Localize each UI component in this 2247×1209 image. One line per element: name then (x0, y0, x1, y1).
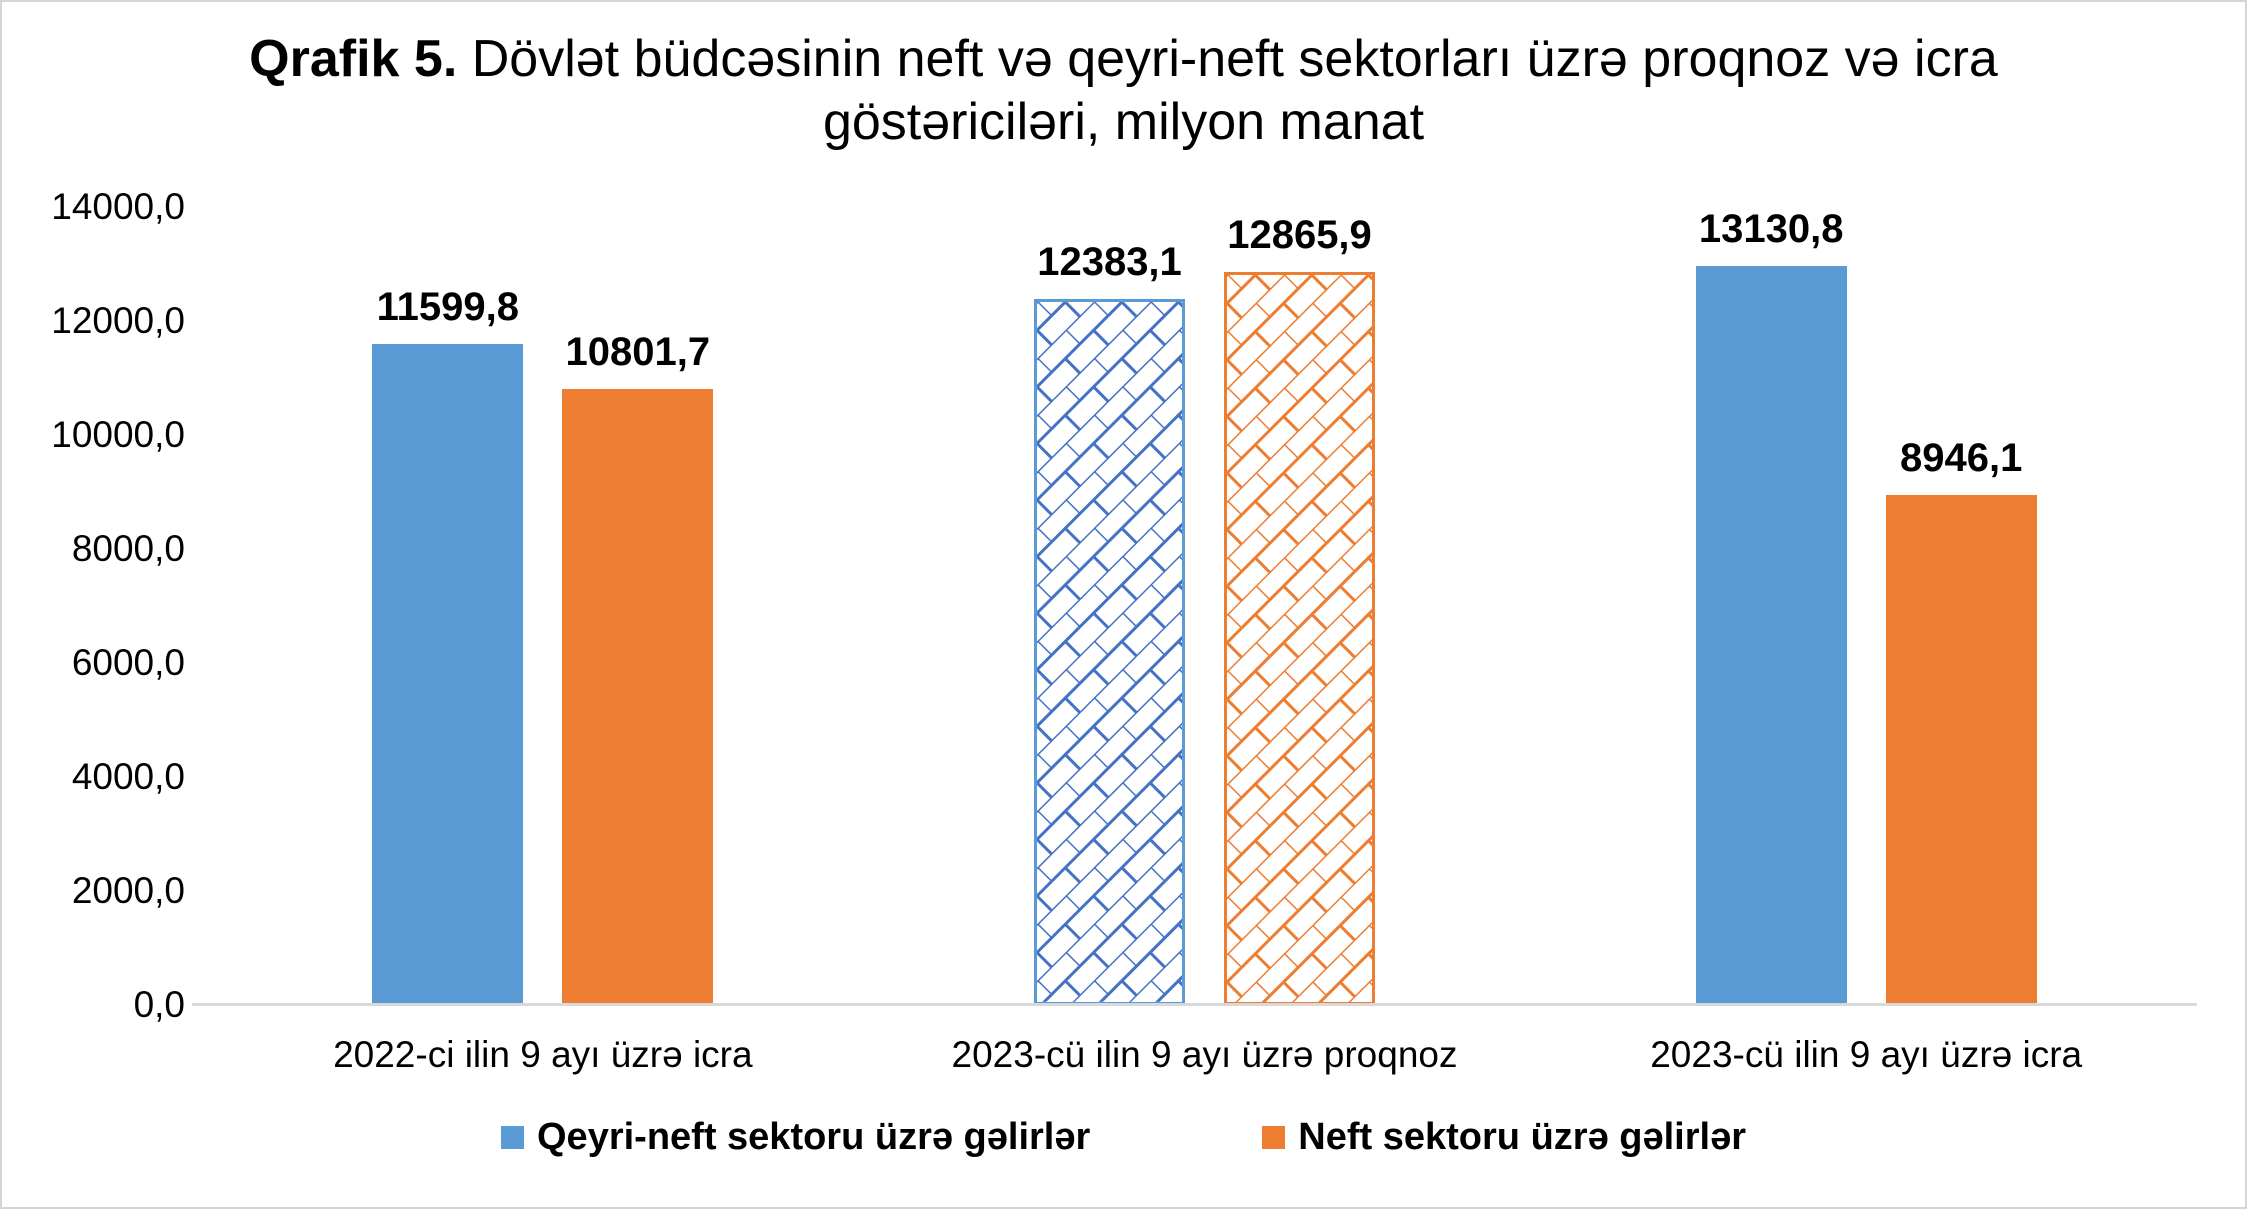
bar-wrap: 13130,8 (1695, 207, 1847, 1005)
bar-qeyri-neft (1034, 299, 1185, 1005)
chart-title-text: Dövlət büdcəsinin neft və qeyri-neft sek… (457, 30, 1998, 152)
y-axis-tick-label: 12000,0 (51, 300, 185, 341)
x-axis-category-label: 2023-cü ilin 9 ayı üzrə proqnoz (951, 1034, 1458, 1075)
chart-title-number: Qrafik 5. (249, 30, 458, 88)
data-label: 12865,9 (1227, 212, 1372, 257)
legend-item: Neft sektoru üzrə gəlirlər (1262, 1116, 1746, 1159)
bar-qeyri-neft (1695, 266, 1847, 1005)
data-label: 12383,1 (1037, 240, 1182, 285)
data-label: 11599,8 (376, 284, 520, 329)
plot-area: 11599,8 10801,7 12383,1 12865,9 13130,8 8946,… (212, 207, 2197, 1005)
legend-label: Qeyri-neft sektoru üzrə gəlirlər (537, 1116, 1091, 1158)
bar-wrap: 8946,1 (1885, 207, 2037, 1005)
bar-qeyri-neft (372, 343, 524, 1005)
bar-group: 13130,8 8946,1 (1535, 207, 2197, 1005)
bar-neft (1885, 495, 2037, 1005)
y-axis-tick-label: 6000,0 (71, 642, 185, 683)
data-label: 10801,7 (565, 330, 711, 375)
y-axis-tick-label: 2000,0 (71, 870, 185, 911)
legend-label: Neft sektoru üzrə gəlirlər (1298, 1116, 1746, 1158)
x-axis-category-label: 2022-ci ilin 9 ayı üzrə icra (333, 1034, 753, 1075)
data-label: 8946,1 (1900, 436, 2023, 481)
chart-title: Qrafik 5. Dövlət büdcəsinin neft və qeyr… (214, 28, 2034, 155)
y-axis-tick-label: 10000,0 (51, 414, 185, 455)
bar-group: 12383,1 12865,9 (874, 207, 1536, 1005)
y-axis-tick-label: 4000,0 (71, 756, 185, 797)
bar-group: 11599,8 10801,7 (212, 207, 874, 1005)
x-axis-line (192, 1003, 2197, 1006)
y-axis-tick-label: 0,0 (133, 984, 185, 1025)
x-axis-category-label: 2023-cü ilin 9 ayı üzrə icra (1650, 1034, 2083, 1075)
bar-wrap: 10801,7 (562, 207, 714, 1005)
data-label: 13130,8 (1698, 207, 1844, 251)
bar-wrap: 12865,9 (1224, 207, 1375, 1005)
legend-swatch-icon (1262, 1126, 1286, 1149)
x-axis-labels: 2022-ci ilin 9 ayı üzrə icra 2023-cü ilin… (212, 1034, 2197, 1076)
y-axis: 14000,0 12000,0 10000,0 8000,0 6000,0 4000,0 2… (2, 186, 185, 1025)
legend: Qeyri-neft sektoru üzrə gəlirlər Neft sek… (2, 1116, 2245, 1159)
bar-wrap: 12383,1 (1034, 207, 1185, 1005)
y-axis-tick-label: 8000,0 (71, 528, 185, 569)
bar-wrap: 11599,8 (372, 207, 524, 1005)
bar-neft (1224, 271, 1375, 1005)
bar-neft (562, 389, 714, 1005)
legend-swatch-icon (501, 1126, 524, 1149)
legend-item: Qeyri-neft sektoru üzrə gəlirlər (501, 1116, 1090, 1159)
y-axis-tick-label: 14000,0 (51, 186, 185, 227)
